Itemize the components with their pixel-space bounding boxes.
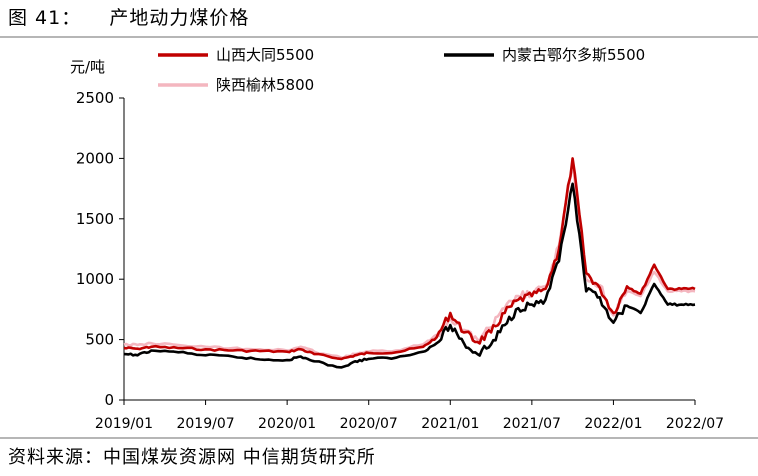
y-axis-unit-label: 元/吨: [70, 58, 105, 76]
x-tick-label: 2022/01: [584, 416, 642, 432]
x-tick-label: 2022/07: [666, 416, 724, 432]
title-divider: [0, 36, 758, 38]
y-tick-label: 2000: [76, 149, 114, 167]
coal-price-chart: 山西大同5500 内蒙古鄂尔多斯5500 陕西榆林5800 元/吨 0 500 1000…: [70, 46, 724, 432]
y-tick-label: 0: [104, 391, 114, 409]
y-tick-label: 1000: [76, 270, 114, 288]
series-line-3: [123, 163, 696, 360]
legend-label-3: 陕西榆林5800: [216, 76, 314, 94]
legend: 山西大同5500 内蒙古鄂尔多斯5500 陕西榆林5800: [158, 46, 645, 94]
x-tick-label: 2020/01: [258, 416, 316, 432]
x-axis: 2019/01 2019/07 2020/01 2020/07 2021/01 2021/…: [95, 399, 724, 432]
x-tick-label: 2020/07: [340, 416, 398, 432]
x-tick-label: 2019/07: [176, 416, 234, 432]
y-axis: 0 500 1000 1500 2000 2500: [76, 89, 125, 409]
series-lines: [123, 157, 696, 369]
series-line-1: [123, 157, 696, 361]
y-tick-label: 500: [85, 331, 114, 349]
x-tick-label: 2021/07: [503, 416, 561, 432]
y-tick-label: 2500: [76, 89, 114, 107]
x-tick-label: 2019/01: [95, 416, 153, 432]
source-note: 资料来源：中国煤炭资源网 中信期货研究所: [8, 447, 376, 468]
y-tick-label: 1500: [76, 210, 114, 228]
source-divider: [0, 437, 758, 439]
figure-title: 图 41： 产地动力煤价格: [8, 7, 250, 29]
series-line-2: [123, 182, 696, 369]
x-tick-label: 2021/01: [421, 416, 479, 432]
legend-label-1: 山西大同5500: [216, 46, 314, 64]
legend-label-2: 内蒙古鄂尔多斯5500: [502, 46, 645, 64]
